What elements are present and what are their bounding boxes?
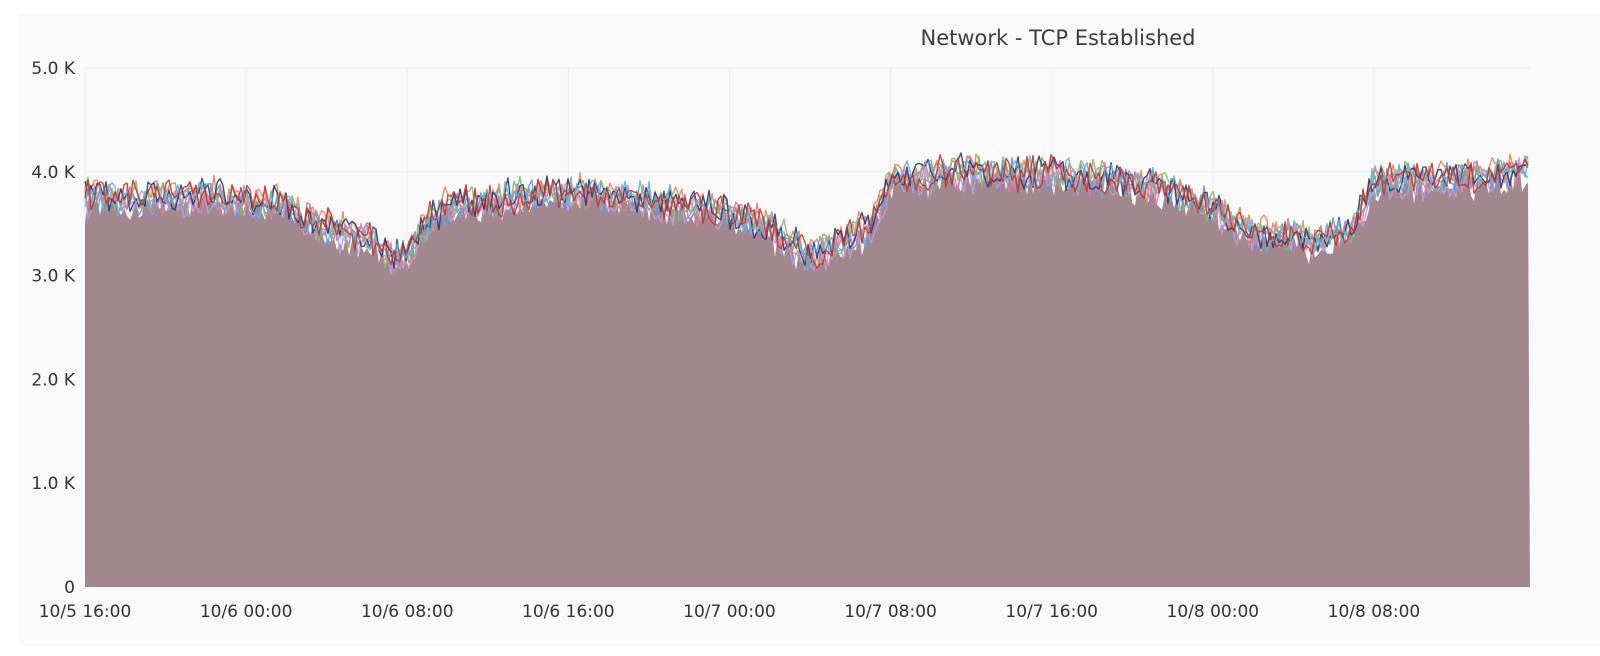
area-fill (85, 159, 1530, 588)
x-tick-label: 10/6 08:00 (361, 602, 454, 622)
y-tick-label: 1.0 K (31, 474, 75, 494)
series-line (84, 155, 1529, 272)
x-tick-label: 10/8 08:00 (1328, 602, 1421, 622)
x-tick-label: 10/7 16:00 (1005, 602, 1098, 622)
x-tick-label: 10/7 00:00 (683, 602, 776, 622)
y-tick-label: 5.0 K (31, 59, 75, 79)
chart-title: Network - TCP Established (920, 26, 1195, 50)
series-lines (84, 152, 1529, 276)
x-tick-label: 10/8 00:00 (1167, 602, 1260, 622)
tcp-established-chart: 01.0 K2.0 K3.0 K4.0 K5.0 K 10/5 16:00 10/… (31, 26, 1530, 622)
x-axis-ticks: 10/5 16:00 10/6 00:00 10/6 08:00 10/6 16:00… (39, 602, 1420, 622)
area-layer (85, 159, 1530, 588)
y-tick-label: 0 (64, 578, 75, 598)
y-tick-label: 3.0 K (31, 267, 75, 287)
x-tick-label: 10/5 16:00 (39, 602, 132, 622)
y-tick-label: 2.0 K (31, 370, 75, 390)
x-tick-label: 10/7 08:00 (844, 602, 937, 622)
x-tick-label: 10/6 16:00 (522, 602, 615, 622)
y-tick-label: 4.0 K (31, 163, 75, 183)
chart-panel: 0 1.0 K 2.0 K 3.0 K 4.0 K 5.0 K 10/5 16:00 10/… (18, 14, 1600, 646)
x-tick-label: 10/6 00:00 (200, 602, 293, 622)
y-axis-ticks: 0 1.0 K 2.0 K 3.0 K 4.0 K 5.0 K (31, 59, 75, 598)
series-line (84, 153, 1529, 269)
